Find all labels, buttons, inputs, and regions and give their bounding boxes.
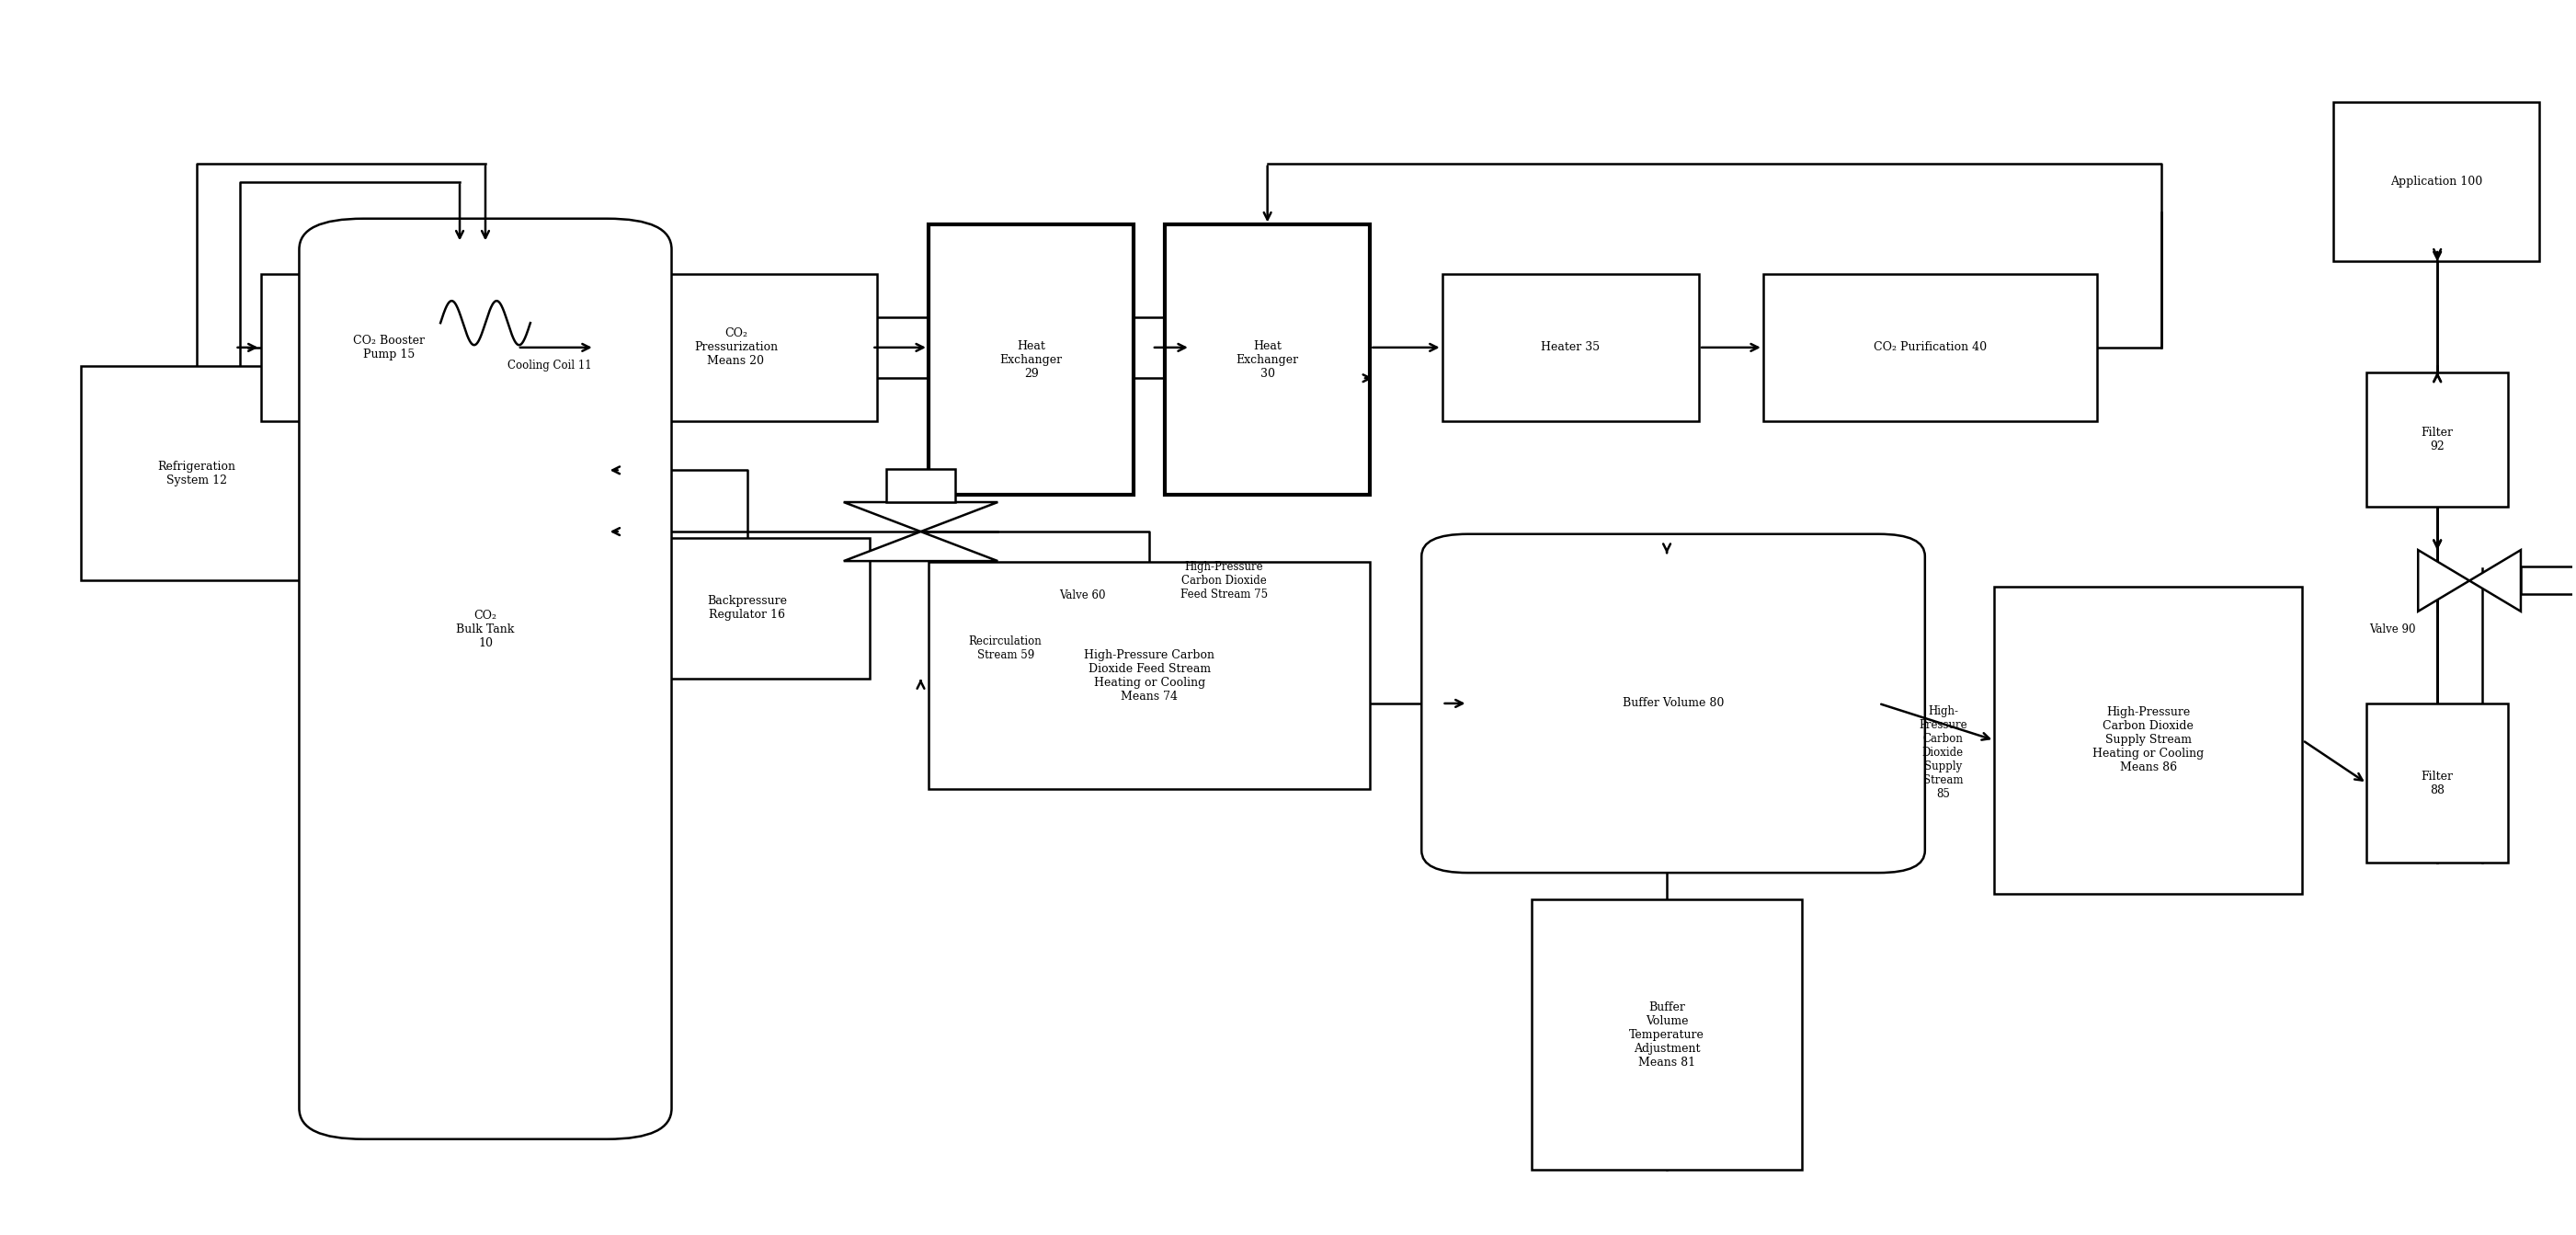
Text: Valve 90: Valve 90 xyxy=(2370,624,2416,636)
Bar xyxy=(1994,587,2303,894)
Bar xyxy=(1164,225,1370,495)
Text: Filter
92: Filter 92 xyxy=(2421,426,2452,452)
Text: CO₂
Bulk Tank
10: CO₂ Bulk Tank 10 xyxy=(456,610,515,650)
Bar xyxy=(80,366,312,580)
Text: Application 100: Application 100 xyxy=(2391,175,2483,188)
Text: CO₂ Booster
Pump 15: CO₂ Booster Pump 15 xyxy=(353,335,425,361)
Bar xyxy=(260,274,518,421)
Bar xyxy=(1443,274,1700,421)
Text: Cooling Coil 11: Cooling Coil 11 xyxy=(507,359,592,372)
Text: Buffer
Volume
Temperature
Adjustment
Means 81: Buffer Volume Temperature Adjustment Mea… xyxy=(1628,1002,1705,1068)
Text: CO₂ Purification 40: CO₂ Purification 40 xyxy=(1873,342,1986,353)
Text: Valve 60: Valve 60 xyxy=(1059,589,1105,601)
Bar xyxy=(2334,103,2540,262)
FancyBboxPatch shape xyxy=(299,219,672,1139)
Text: High-Pressure Carbon
Dioxide Feed Stream
Heating or Cooling
Means 74: High-Pressure Carbon Dioxide Feed Stream… xyxy=(1084,650,1213,703)
Text: Heat
Exchanger
29: Heat Exchanger 29 xyxy=(999,340,1061,379)
Bar xyxy=(2522,567,2576,594)
Bar xyxy=(927,225,1133,495)
Text: Filter
88: Filter 88 xyxy=(2421,771,2452,797)
Polygon shape xyxy=(845,531,997,561)
Bar xyxy=(886,469,956,503)
Bar xyxy=(595,274,876,421)
Text: CO₂
Pressurization
Means 20: CO₂ Pressurization Means 20 xyxy=(693,327,778,367)
Text: Heat
Exchanger
30: Heat Exchanger 30 xyxy=(1236,340,1298,379)
Polygon shape xyxy=(2419,550,2470,611)
Text: Heater 35: Heater 35 xyxy=(1540,342,1600,353)
FancyBboxPatch shape xyxy=(1422,534,1924,873)
Bar xyxy=(2367,704,2509,863)
Text: Refrigeration
System 12: Refrigeration System 12 xyxy=(157,461,234,487)
Bar xyxy=(927,562,1370,789)
Bar xyxy=(1533,900,1801,1170)
Text: High-Pressure
Carbon Dioxide
Feed Stream 75: High-Pressure Carbon Dioxide Feed Stream… xyxy=(1180,561,1267,600)
Bar xyxy=(1762,274,2097,421)
Text: Backpressure
Regulator 16: Backpressure Regulator 16 xyxy=(708,595,788,621)
Text: High-Pressure
Carbon Dioxide
Supply Stream
Heating or Cooling
Means 86: High-Pressure Carbon Dioxide Supply Stre… xyxy=(2092,706,2205,774)
Text: High-
Pressure
Carbon
Dioxide
Supply
Stream
85: High- Pressure Carbon Dioxide Supply Str… xyxy=(1919,705,1968,800)
Text: Recirculation
Stream 59: Recirculation Stream 59 xyxy=(969,635,1043,661)
Text: Buffer Volume 80: Buffer Volume 80 xyxy=(1623,698,1723,709)
Bar xyxy=(2367,372,2509,508)
Polygon shape xyxy=(845,503,997,531)
Polygon shape xyxy=(2470,550,2522,611)
Bar xyxy=(626,537,868,679)
